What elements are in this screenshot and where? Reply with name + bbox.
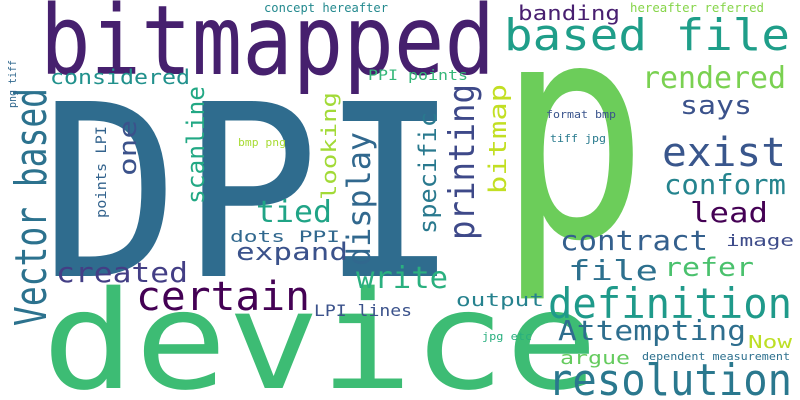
word-scanline: scanline	[182, 86, 210, 204]
word-considered: considered	[50, 65, 190, 89]
word-device: device	[42, 263, 598, 400]
word-says: says	[680, 91, 752, 121]
word-now: Now	[748, 332, 792, 353]
word-looking: looking	[317, 92, 341, 200]
word-argue: argue	[560, 348, 630, 369]
word-dots-ppi: dots PPI	[230, 227, 340, 246]
word-png-tiff: png tiff	[6, 60, 19, 108]
word-output: output	[456, 290, 544, 311]
word-image: image	[726, 231, 794, 250]
word-specific: specific	[414, 112, 442, 234]
word-bitmap: bitmap	[484, 84, 512, 194]
word-definition: definition	[548, 279, 792, 328]
word-refer: refer	[664, 253, 754, 283]
word-exist: exist	[662, 130, 786, 176]
word-expand: expand	[236, 238, 348, 266]
word-tiff-jpg: tiff jpg	[550, 132, 606, 145]
word-p: p	[498, 0, 648, 307]
word-conform: conform	[664, 168, 786, 201]
word-file: file	[568, 254, 658, 287]
word-rendered: rendered	[642, 61, 786, 96]
word-tied: tied	[256, 195, 332, 230]
word-based-file: based file	[504, 10, 790, 61]
word-vector-based: Vector based	[6, 88, 57, 326]
word-dependent-measurement: dependent measurement	[642, 350, 790, 363]
word-points-lpi: points LPI	[94, 126, 110, 218]
word-attempting: Attempting	[558, 314, 746, 347]
word-created: created	[56, 256, 188, 289]
word-resolution: resolution	[548, 355, 792, 400]
word-contract: contract	[560, 224, 708, 257]
word-certain: certain	[136, 274, 310, 320]
word-lpi-lines: LPI lines	[314, 301, 412, 320]
word-display: display	[340, 132, 378, 266]
word-bmp-png: bmp png	[238, 136, 286, 149]
word-lead: lead	[690, 196, 768, 229]
word-ppi-points: PPI points	[368, 68, 468, 84]
word-banding: banding	[518, 1, 620, 25]
word-bitmapped: bitmapped	[40, 0, 495, 97]
word-printing: printing	[442, 84, 483, 240]
word-format-bmp: format bmp	[546, 108, 616, 121]
word-hereafter-referred: hereafter referred	[630, 1, 764, 15]
word-concept-hereafter: concept hereafter	[264, 1, 388, 15]
word-jpg-etc: jpg etc	[482, 330, 532, 343]
word-write: write	[356, 261, 448, 296]
word-dpi: DPI	[40, 53, 460, 333]
word-one: one	[114, 120, 142, 176]
